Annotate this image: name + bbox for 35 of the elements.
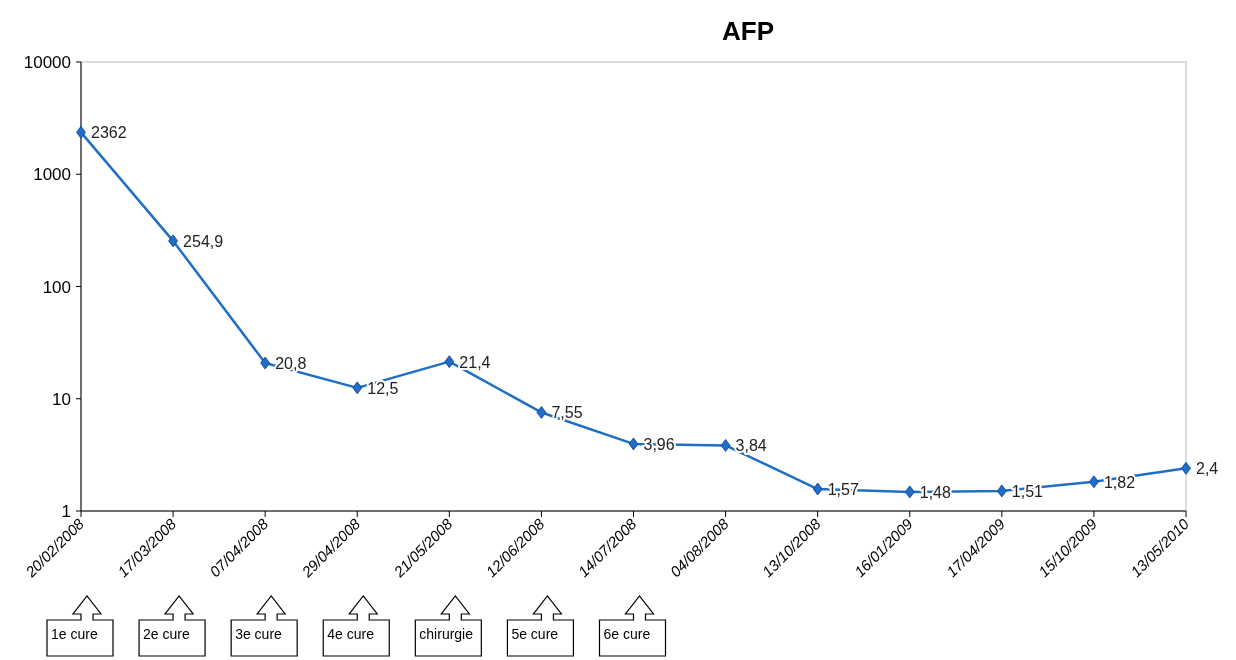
y-tick-label: 10000 bbox=[23, 53, 71, 72]
point bbox=[168, 234, 178, 248]
text: 3e cure bbox=[235, 626, 283, 642]
data-label: 2,4 bbox=[1196, 460, 1219, 478]
data-label: 3,84 bbox=[735, 437, 767, 455]
data-label: 1,82 bbox=[1103, 473, 1136, 491]
text: 6e cure bbox=[603, 626, 651, 642]
point bbox=[444, 355, 455, 369]
y-tick-label: 100 bbox=[42, 277, 71, 297]
point bbox=[720, 439, 731, 452]
text: chirurgie bbox=[419, 626, 474, 642]
data-label: 12,5 bbox=[367, 379, 399, 397]
data-label: 21,4 bbox=[459, 353, 491, 371]
point bbox=[628, 437, 639, 451]
y-tick-label: 1000 bbox=[33, 165, 71, 185]
data-label: 20,8 bbox=[275, 355, 307, 373]
point bbox=[76, 125, 86, 139]
point bbox=[812, 482, 823, 496]
text: 1e cure bbox=[51, 626, 98, 642]
point bbox=[352, 381, 363, 395]
point bbox=[536, 406, 547, 419]
text: 5e cure bbox=[511, 626, 559, 642]
point bbox=[904, 485, 915, 499]
point bbox=[260, 356, 271, 370]
chart-title: AFP bbox=[722, 16, 774, 46]
y-tick-label: 10 bbox=[52, 389, 71, 409]
point bbox=[996, 484, 1007, 498]
data-label: 254,9 bbox=[183, 232, 224, 250]
data-label: 2362 bbox=[91, 124, 127, 142]
point bbox=[1181, 461, 1191, 475]
text: 4e cure bbox=[327, 626, 375, 642]
data-label: 7,55 bbox=[551, 404, 583, 422]
point bbox=[1089, 475, 1099, 489]
text: 2e cure bbox=[143, 626, 190, 642]
y-tick-label: 1 bbox=[61, 502, 71, 521]
